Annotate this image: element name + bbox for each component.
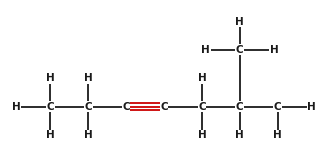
Text: H: H	[197, 130, 206, 140]
Text: C: C	[122, 102, 130, 112]
Text: H: H	[84, 73, 92, 83]
Text: H: H	[307, 102, 316, 112]
Text: H: H	[46, 130, 55, 140]
Text: H: H	[273, 130, 282, 140]
Text: H: H	[12, 102, 21, 112]
Text: H: H	[236, 130, 244, 140]
Text: H: H	[236, 17, 244, 26]
Text: H: H	[197, 73, 206, 83]
Text: H: H	[46, 73, 55, 83]
Text: C: C	[198, 102, 206, 112]
Text: C: C	[236, 45, 244, 55]
Text: H: H	[201, 45, 210, 55]
Text: C: C	[47, 102, 54, 112]
Text: C: C	[160, 102, 168, 112]
Text: C: C	[236, 102, 244, 112]
Text: H: H	[84, 130, 92, 140]
Text: H: H	[270, 45, 278, 55]
Text: C: C	[84, 102, 92, 112]
Text: C: C	[274, 102, 281, 112]
